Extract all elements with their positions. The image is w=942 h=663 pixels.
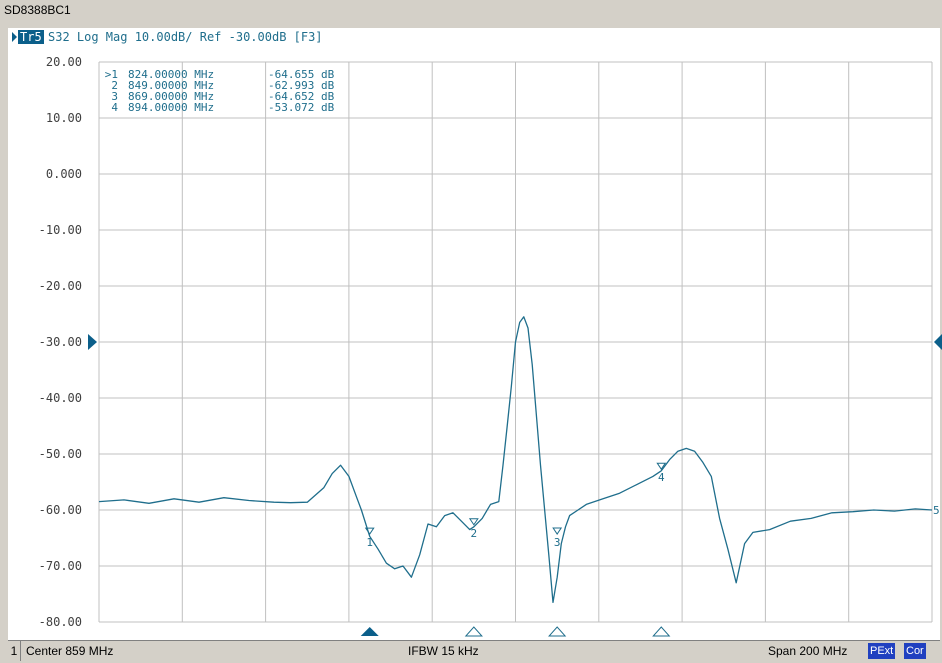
y-tick-label: -30.00 — [39, 335, 82, 349]
marker-row-value: -64.655 dB — [268, 68, 335, 81]
y-tick-label: 0.000 — [46, 167, 82, 181]
status-bar: 1 Center 859 MHz IFBW 15 kHz Span 200 MH… — [8, 640, 940, 661]
ref-level-arrow-right-icon[interactable] — [934, 334, 942, 350]
span-value[interactable]: Span 200 MHz — [768, 644, 848, 658]
marker-row-freq: 824.00000 MHz — [128, 68, 214, 81]
channel-indicator[interactable]: 1 — [8, 641, 21, 661]
marker-flag-label: 2 — [471, 527, 478, 540]
y-tick-label: -70.00 — [39, 559, 82, 573]
trace-active-arrow-icon — [12, 32, 17, 42]
marker-row-label: 3 — [111, 90, 118, 103]
marker-flag-label: 1 — [366, 536, 373, 549]
cor-badge[interactable]: Cor — [904, 643, 926, 659]
y-tick-label: -20.00 — [39, 279, 82, 293]
marker-flag-icon[interactable] — [552, 527, 563, 535]
ref-level-arrow-left-icon[interactable] — [88, 334, 97, 350]
marker-bottom-icon[interactable] — [548, 626, 567, 637]
marker-flag-icon[interactable] — [364, 527, 375, 535]
marker-row-label: >1 — [105, 68, 118, 81]
center-frequency[interactable]: Center 859 MHz — [26, 644, 114, 658]
trace-header-text: S32 Log Mag 10.00dB/ Ref -30.00dB [F3] — [48, 30, 323, 44]
ifbw-value[interactable]: IFBW 15 kHz — [408, 644, 479, 658]
y-tick-label: -80.00 — [39, 615, 82, 629]
marker-bottom-icon[interactable] — [464, 626, 483, 637]
y-tick-label: 10.00 — [46, 111, 82, 125]
marker-row-freq: 849.00000 MHz — [128, 79, 214, 92]
marker-flag-icon[interactable] — [468, 518, 479, 526]
plot-area — [8, 46, 940, 640]
marker-flag-icon[interactable] — [656, 462, 667, 471]
marker-row-freq: 869.00000 MHz — [128, 90, 214, 103]
y-tick-labels: 20.00 10.00 0.000 -10.00 -20.00 -30.00 -40.00 -… — [39, 55, 82, 629]
trace-id-badge[interactable] — [18, 30, 44, 44]
y-tick-label: -60.00 — [39, 503, 82, 517]
marker-row-value: -64.652 dB — [268, 90, 335, 103]
trace-line[interactable] — [98, 316, 933, 604]
marker-flags: 1 2 3 4 — [360, 462, 671, 637]
marker-row-value: -62.993 dB — [268, 79, 335, 92]
marker-row-freq: 894.00000 MHz — [128, 101, 214, 114]
window-title: SD8388BC1 — [4, 3, 71, 17]
y-tick-label: -10.00 — [39, 223, 82, 237]
trace-end-label: 5 — [933, 504, 940, 517]
y-tick-label: -40.00 — [39, 391, 82, 405]
marker-flag-label: 4 — [658, 471, 665, 484]
marker-table: >1 824.00000 MHz -64.655 dB 2 849.00000 MHz -… — [105, 68, 335, 114]
marker-row-value: -53.072 dB — [268, 101, 335, 114]
marker-row-label: 2 — [111, 79, 118, 92]
header-strip — [8, 28, 940, 46]
marker-flag-label: 3 — [554, 536, 561, 549]
marker-row-label: 4 — [111, 101, 118, 114]
marker-active-bottom-icon[interactable] — [360, 627, 379, 636]
y-tick-label: -50.00 — [39, 447, 82, 461]
y-tick-label: 20.00 — [46, 55, 82, 69]
trace-id-label: Tr5 — [20, 30, 42, 44]
marker-bottom-icon[interactable] — [652, 626, 671, 637]
pext-badge[interactable]: PExt — [868, 643, 896, 659]
